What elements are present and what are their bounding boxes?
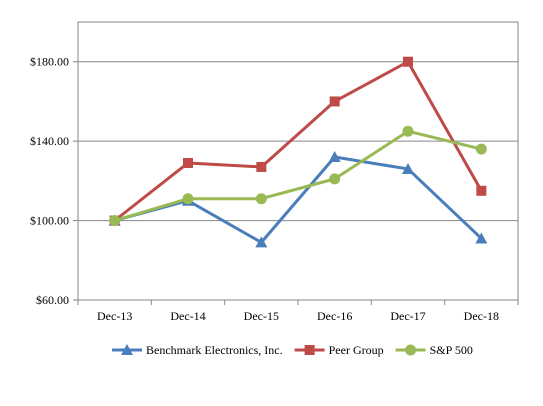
data-point (109, 215, 121, 227)
y-axis-ticks: $60.00 $100.00 $140.00 $180.00 (30, 55, 78, 307)
y-tick-label: $100.00 (30, 214, 69, 228)
series-line (113, 60, 483, 222)
data-point (475, 232, 488, 244)
data-point (403, 56, 413, 67)
x-axis-ticks: Dec-13 Dec-14 Dec-15 Dec-16 Dec-17 Dec-18 (77, 300, 519, 323)
data-point (183, 157, 193, 168)
x-tick-label: Dec-13 (97, 309, 132, 323)
data-point (329, 173, 341, 185)
legend-item-0: Benchmark Electronics, Inc. (112, 343, 283, 357)
data-point (402, 162, 414, 174)
x-tick-label: Dec-16 (317, 309, 352, 323)
x-tick-label: Dec-17 (390, 309, 425, 323)
y-tick-label: $60.00 (36, 293, 69, 307)
y-tick-label: $180.00 (30, 55, 69, 69)
x-tick-label: Dec-15 (244, 309, 279, 323)
series-line (114, 129, 482, 223)
data-point (255, 236, 268, 248)
legend-marker (405, 344, 417, 356)
series-2 (109, 125, 487, 227)
data-point (476, 185, 487, 196)
data-point (255, 193, 267, 205)
series-lines (108, 56, 488, 248)
series-line (114, 155, 483, 244)
legend-item-2: S&P 500 (395, 343, 473, 357)
legend-marker (121, 344, 133, 355)
x-tick-label: Dec-18 (464, 309, 499, 323)
legend-marker (304, 345, 315, 355)
legend-item-1: Peer Group (294, 343, 384, 357)
y-tick-label: $140.00 (30, 134, 69, 148)
legend-label: S&P 500 (430, 343, 473, 357)
legend: Benchmark Electronics, Inc. Peer Group S&P… (112, 343, 473, 357)
legend-label: Benchmark Electronics, Inc. (146, 343, 283, 357)
data-point (475, 143, 487, 155)
plot-area (77, 21, 519, 301)
data-point (402, 125, 414, 137)
data-point (256, 161, 267, 172)
series-0 (108, 151, 488, 248)
x-tick-label: Dec-14 (170, 309, 205, 323)
data-point (328, 151, 341, 163)
grid (78, 61, 518, 301)
data-point (329, 96, 340, 107)
legend-label: Peer Group (329, 343, 384, 357)
data-point (182, 193, 194, 205)
